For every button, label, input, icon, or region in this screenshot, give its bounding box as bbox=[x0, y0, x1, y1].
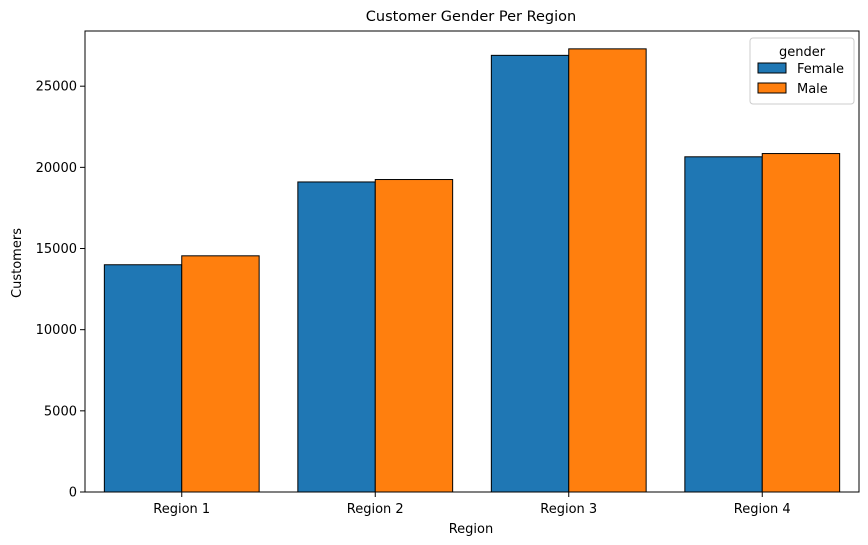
bar-male-4 bbox=[761, 153, 841, 493]
y-tick-label: 20000 bbox=[36, 161, 77, 176]
legend-label-male: Male bbox=[797, 82, 828, 97]
legend-swatch-male bbox=[757, 82, 787, 94]
legend-entries: Female Male bbox=[757, 62, 844, 97]
x-axis-label: Region bbox=[449, 522, 494, 537]
bar-male-3 bbox=[568, 48, 647, 493]
plot-area: Region 1 Region 2 Region 3 Region 4 0 5000 100… bbox=[36, 30, 860, 517]
y-tick-label: 10000 bbox=[36, 323, 77, 338]
axes-frame bbox=[84, 30, 860, 493]
x-tick-label: Region 1 bbox=[153, 502, 210, 517]
legend-title: gender bbox=[779, 45, 826, 60]
bar-female-2 bbox=[297, 181, 376, 493]
bar-female-4 bbox=[684, 156, 763, 493]
legend-label-female: Female bbox=[797, 62, 844, 77]
chart-title: Customer Gender Per Region bbox=[366, 9, 576, 25]
y-tick-label: 15000 bbox=[36, 242, 77, 257]
legend-swatch-female bbox=[757, 62, 787, 74]
y-tick-label: 0 bbox=[69, 486, 77, 501]
x-tick-label: Region 4 bbox=[734, 502, 791, 517]
legend: gender Female Male bbox=[749, 37, 855, 105]
bar-female-1 bbox=[103, 264, 183, 493]
bar-male-1 bbox=[181, 255, 260, 493]
bar-female-3 bbox=[490, 54, 570, 493]
y-axis-label: Customers bbox=[10, 228, 25, 298]
bar-male-2 bbox=[374, 179, 454, 493]
x-tick-label: Region 2 bbox=[347, 502, 404, 517]
y-tick-label: 25000 bbox=[36, 80, 77, 95]
y-tick-label: 5000 bbox=[44, 404, 77, 419]
x-tick-label: Region 3 bbox=[540, 502, 597, 517]
